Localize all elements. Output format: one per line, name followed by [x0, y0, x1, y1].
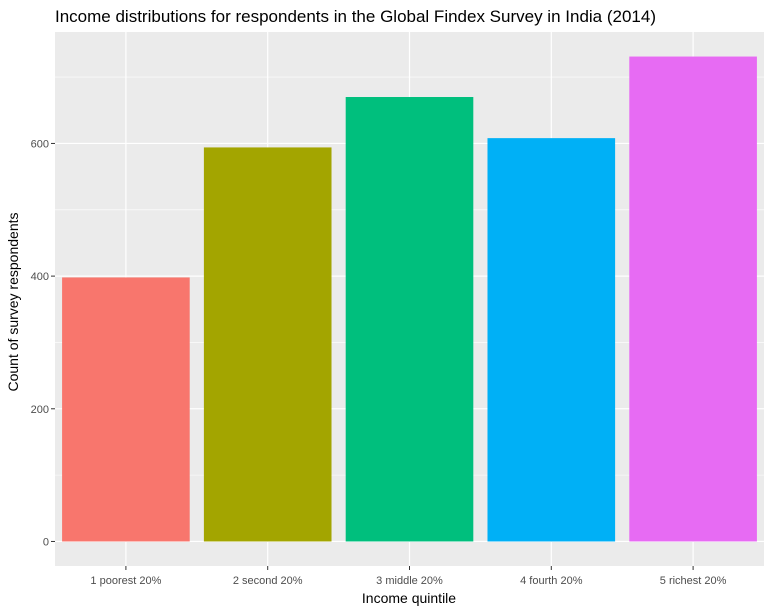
bar: [487, 138, 616, 542]
y-axis-title: Count of survey respondents: [5, 213, 21, 392]
x-tick-label: 4 fourth 20%: [520, 575, 583, 587]
x-tick-label: 3 middle 20%: [376, 575, 443, 587]
y-tick-label: 0: [43, 536, 49, 548]
bar: [62, 277, 190, 542]
x-tick-label: 5 richest 20%: [660, 575, 727, 587]
x-tick-label: 1 poorest 20%: [90, 575, 161, 587]
bars: [62, 56, 757, 542]
y-tick-label: 600: [31, 138, 49, 150]
bar: [629, 56, 757, 542]
x-tick-label: 2 second 20%: [233, 575, 303, 587]
bar: [203, 147, 332, 542]
y-tick-label: 200: [31, 404, 49, 416]
chart-title: Income distributions for respondents in …: [55, 7, 656, 26]
x-axis: 1 poorest 20% 2 second 20% 3 middle 20% 4 f…: [90, 566, 727, 587]
y-tick-label: 400: [31, 271, 49, 283]
bar: [345, 97, 474, 542]
x-axis-title: Income quintile: [362, 590, 456, 606]
y-axis: 0 200 400 600: [31, 138, 55, 548]
